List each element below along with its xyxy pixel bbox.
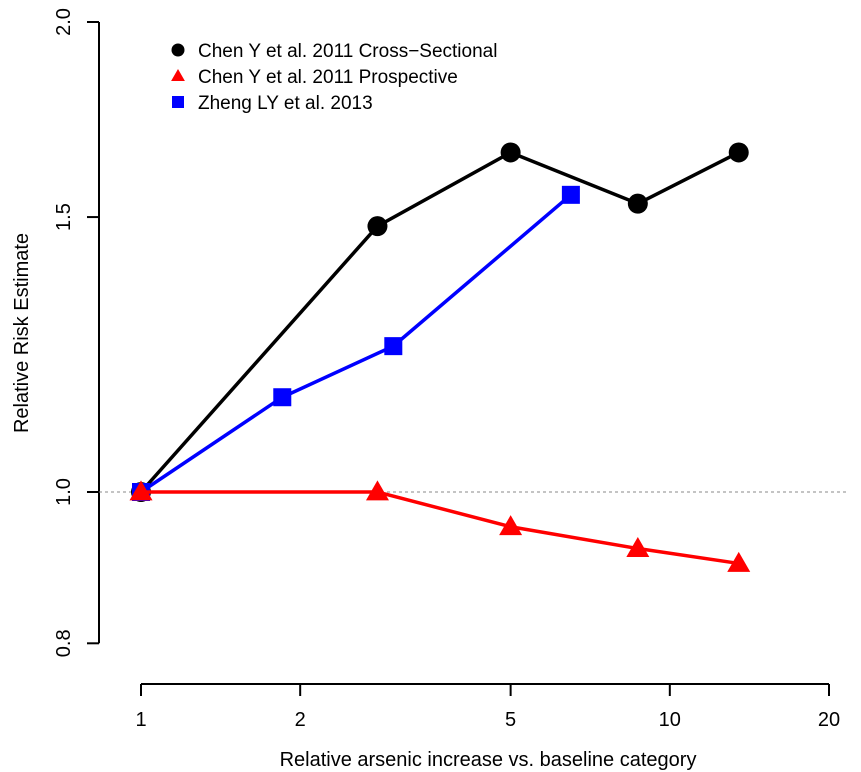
legend-label-2: Chen Y et al. 2011 Prospective	[198, 67, 458, 88]
series-layer	[129, 142, 751, 572]
series-1-point-3	[500, 142, 521, 163]
series-2-line	[141, 490, 739, 566]
series-1	[131, 142, 749, 502]
series-3-point-4	[561, 185, 580, 204]
x-tick-label-20: 20	[818, 709, 840, 731]
y-tick-label-1.0: 1.0	[53, 478, 75, 506]
legend-marker-3	[172, 96, 184, 108]
series-2-point-4	[626, 536, 650, 557]
series-3-line	[140, 193, 573, 494]
series-1-point-5	[728, 142, 749, 163]
y-tick-label-0.8: 0.8	[53, 629, 75, 657]
series-3	[132, 185, 580, 501]
legend-label-1: Chen Y et al. 2011 Cross−Sectional	[198, 41, 497, 62]
y-axis-title: Relative Risk Estimate	[11, 233, 33, 433]
series-1-point-2	[367, 216, 388, 237]
series-1-point-4	[627, 193, 648, 214]
series-3-point-2	[273, 388, 292, 407]
series-1-line	[139, 150, 740, 494]
y-tick-label-1.5: 1.5	[53, 203, 75, 231]
x-axis-title: Relative arsenic increase vs. baseline c…	[280, 749, 697, 771]
legend-marker-1	[171, 43, 185, 57]
series-2	[129, 480, 751, 572]
series-2-point-3	[499, 515, 523, 536]
x-tick-label-1: 1	[135, 709, 146, 731]
x-tick-label-2: 2	[295, 709, 306, 731]
series-3-point-3	[384, 337, 403, 356]
legend-label-3: Zheng LY et al. 2013	[198, 93, 373, 114]
legend: Chen Y et al. 2011 Cross−Sectional Chen Y…	[171, 41, 497, 114]
legend-marker-2	[171, 69, 185, 82]
series-2-point-1	[129, 480, 153, 501]
x-tick-label-5: 5	[505, 709, 516, 731]
axes: 0.8 1.0 1.5 2.0 1 2 5 10 20	[53, 8, 840, 731]
series-2-point-2	[365, 480, 389, 501]
x-tick-label-10: 10	[659, 709, 681, 731]
y-tick-label-2.0: 2.0	[53, 8, 75, 36]
series-2-point-5	[727, 551, 751, 572]
